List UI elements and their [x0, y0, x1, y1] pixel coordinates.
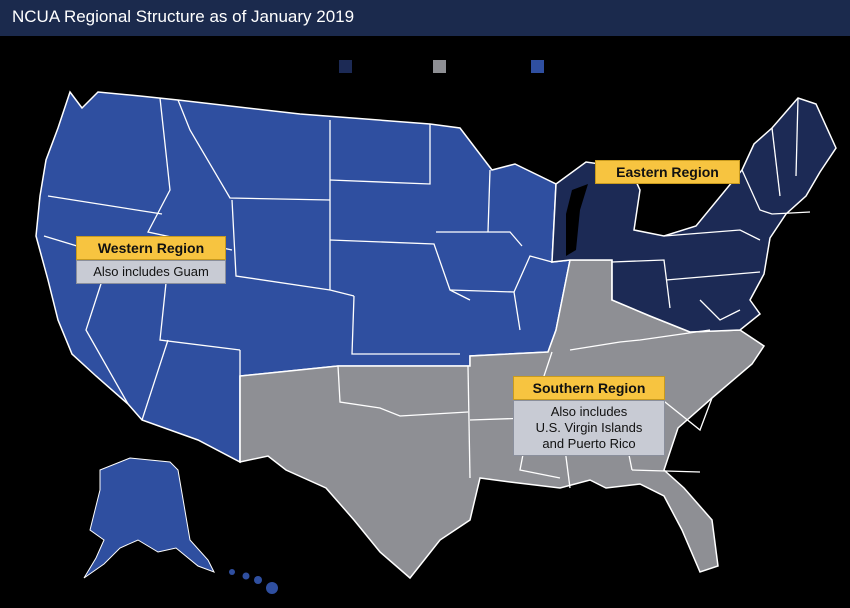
western-region-title: Western Region	[76, 236, 226, 260]
southern-region-note: Also includes U.S. Virgin Islands and Pu…	[513, 400, 665, 456]
eastern-region-label: Eastern Region	[595, 160, 740, 184]
western-region-note: Also includes Guam	[76, 260, 226, 284]
eastern-region-area	[551, 97, 837, 333]
southern-region-title: Southern Region	[513, 376, 665, 400]
alaska	[83, 457, 216, 579]
title-bar: NCUA Regional Structure as of January 20…	[0, 0, 850, 36]
page-title: NCUA Regional Structure as of January 20…	[12, 7, 355, 26]
southern-region-label: Southern Region Also includes U.S. Virgi…	[513, 376, 665, 456]
southern-note-line-1: Also includes	[550, 404, 628, 419]
legend-swatch-eastern	[339, 60, 352, 73]
southern-note-line-2: U.S. Virgin Islands	[535, 420, 643, 435]
eastern-region-title: Eastern Region	[595, 160, 740, 184]
lake-michigan	[566, 184, 588, 256]
us-region-map	[35, 90, 837, 594]
hawaii	[229, 569, 278, 594]
legend-swatch-southern	[433, 60, 446, 73]
western-region-label: Western Region Also includes Guam	[76, 236, 226, 284]
legend-swatch-western	[531, 60, 544, 73]
southern-note-line-3: and Puerto Rico	[542, 436, 636, 451]
